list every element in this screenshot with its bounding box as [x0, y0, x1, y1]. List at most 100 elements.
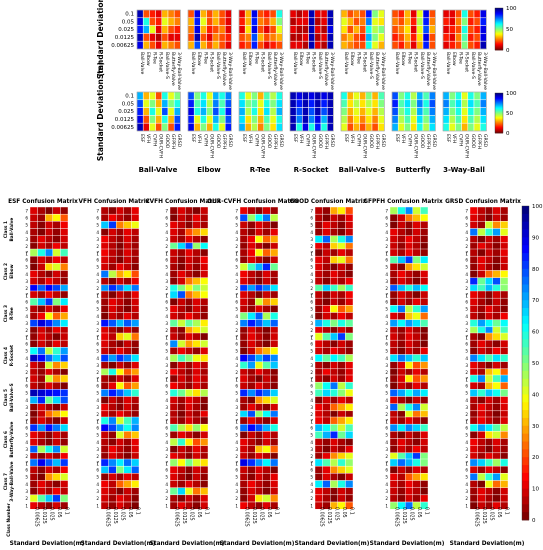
confusion-cell [405, 361, 414, 370]
heatmap-cell [416, 40, 424, 50]
confusion-cell [29, 445, 38, 454]
confusion-cell [330, 423, 339, 432]
confusion-cell [330, 319, 339, 328]
heatmap-cell [473, 107, 481, 116]
confusion-cell [270, 501, 279, 510]
confusion-cell [420, 228, 429, 236]
confusion-cell [29, 465, 38, 474]
confusion-cell [345, 445, 354, 454]
confusion-cell [184, 416, 193, 425]
colorbar-top-2-segment [495, 103, 503, 105]
confusion-cell [397, 332, 406, 341]
class-tick: 5 [385, 265, 388, 270]
heatmap-cell [326, 115, 334, 124]
confusion-cell [477, 305, 486, 313]
confusion-cell [500, 473, 509, 481]
confusion-cell [123, 465, 132, 474]
confusion-cell [405, 228, 414, 236]
heatmap-cell [410, 122, 418, 132]
confusion-cell [247, 332, 256, 341]
heatmap-cell [340, 115, 348, 124]
heatmap-cell [320, 9, 328, 19]
confusion-cell [420, 465, 429, 474]
class-tick: 2 [25, 496, 28, 501]
heatmap-cell [371, 91, 379, 101]
confusion-cell [177, 297, 186, 306]
confusion-cell [270, 347, 279, 355]
confusion-cell [37, 263, 46, 271]
confusion-cell [115, 473, 124, 481]
class-tick: 6 [465, 299, 468, 304]
heatmap-cell [238, 122, 246, 132]
confusion-cell [169, 332, 178, 341]
heatmap-cell [365, 17, 373, 26]
class-tick: 6 [385, 467, 388, 472]
class-number-label: Class Number [6, 502, 12, 536]
confusion-cell [322, 228, 331, 236]
noise-tick: 0.0125 [481, 507, 487, 524]
heatmap-cell [238, 99, 246, 108]
class-tick: 4 [25, 398, 28, 403]
heatmap-cell [479, 99, 487, 108]
class-tick: 4 [385, 314, 388, 319]
confusion-cell [131, 305, 140, 313]
confusion-cell [123, 445, 132, 454]
class-tick: 6 [310, 215, 313, 220]
heatmap-cell [448, 115, 456, 124]
confusion-cell [131, 228, 140, 236]
confusion-cell [169, 206, 178, 215]
class-tick: 3 [165, 237, 168, 242]
class-tick: 2 [165, 412, 168, 417]
xtick-label: GRSD [329, 134, 335, 148]
confusion-cell [29, 438, 38, 446]
heatmap-cell [167, 17, 175, 26]
confusion-cell [52, 458, 61, 467]
heatmap-cell [142, 9, 150, 19]
heatmap-cell [422, 99, 430, 108]
confusion-cell [115, 228, 124, 236]
confusion-cell [100, 374, 109, 383]
confusion-cell [345, 206, 354, 215]
confusion-cell [469, 361, 478, 370]
class-tick: 6 [465, 383, 468, 388]
confusion-cell [477, 213, 486, 222]
confusion-cell [262, 396, 271, 404]
heatmap-cell [404, 122, 411, 132]
confusion-cell [45, 423, 54, 432]
class-tick: 3 [96, 363, 99, 368]
confusion-cell [52, 374, 61, 383]
class-tick: 1 [96, 335, 99, 340]
confusion-cell [500, 445, 509, 454]
confusion-cell [29, 487, 38, 496]
confusion-cell [477, 235, 486, 244]
noise-tick: 0.1 [349, 507, 355, 515]
confusion-cell [169, 213, 178, 222]
heatmap-cell [244, 33, 252, 42]
class-tick: 3 [165, 321, 168, 326]
colorbar-top-1-segment [495, 34, 503, 36]
heatmap-cell [295, 115, 303, 124]
xtick-label: R-Socket [362, 52, 368, 72]
class-tick: 7 [25, 292, 28, 297]
confusion-cell [100, 206, 109, 215]
class-tick: 6 [465, 467, 468, 472]
class-tick: 1 [165, 335, 168, 340]
heatmap-cell [251, 9, 258, 19]
heatmap-cell [346, 17, 354, 26]
class-tick: 4 [385, 398, 388, 403]
heatmap-cell [428, 115, 436, 124]
class-tick: 5 [385, 349, 388, 354]
class-tick: 4 [25, 356, 28, 361]
confusion-cell [100, 297, 109, 306]
confusion-cell [131, 297, 140, 306]
confusion-cell [177, 206, 186, 215]
confusion-cell [52, 221, 61, 229]
confusion-cell [169, 416, 178, 425]
heatmap-cell [455, 25, 462, 34]
colorbar-top-1-segment [495, 48, 503, 51]
confusion-cell [477, 389, 486, 397]
confusion-cell [345, 263, 354, 271]
confusion-cell [262, 423, 271, 432]
confusion-cell [492, 480, 501, 488]
colorbar-top-1 [494, 7, 504, 51]
